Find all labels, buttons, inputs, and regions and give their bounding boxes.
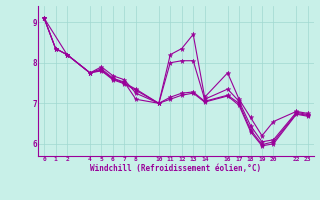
- X-axis label: Windchill (Refroidissement éolien,°C): Windchill (Refroidissement éolien,°C): [91, 164, 261, 173]
